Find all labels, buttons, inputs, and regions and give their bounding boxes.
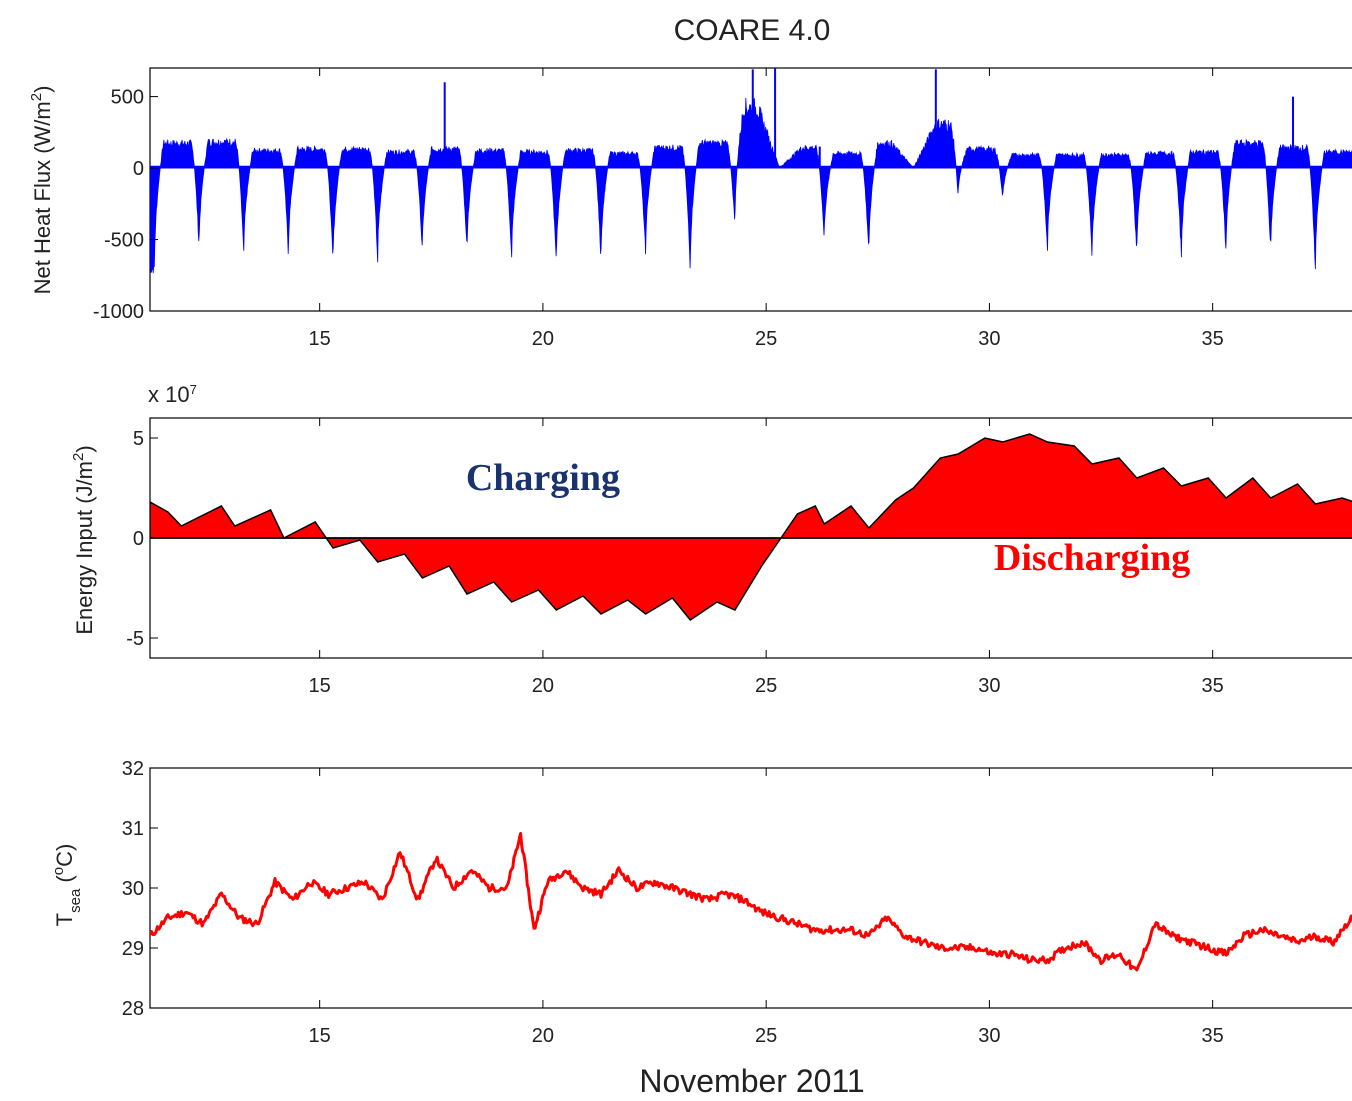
panel-net-heat-flux: 15 20 25 30 35 -1000 -500 0 500 Net Heat Flux (W…	[28, 67, 1352, 350]
tsea-ylabel-open: (	[52, 875, 77, 889]
energy-ticks: 15 20 25 30 35 -5 0 5	[126, 418, 1224, 697]
energy-area	[150, 433, 1352, 622]
energy-y-axis-label: Energy Input (J/m2)	[70, 445, 97, 634]
tsea-ticks: 15 20 25 30 35 28 29 30 31 32	[122, 758, 1224, 1047]
energy-x-tick-label: 15	[309, 675, 331, 697]
energy-x-tick-label: 25	[755, 675, 777, 697]
tsea-x-tick-label: 15	[309, 1025, 331, 1047]
flux-area	[150, 97, 1352, 274]
energy-ylabel-tail: )	[72, 445, 97, 452]
tsea-x-tick-label: 25	[755, 1025, 777, 1047]
flux-y-tick-label: 500	[111, 87, 144, 109]
energy-ylabel-sup: 2	[70, 453, 87, 461]
flux-x-tick-label: 15	[309, 328, 331, 350]
energy-multiplier-exp: 7	[190, 382, 197, 397]
energy-x-tick-label: 35	[1202, 675, 1224, 697]
tsea-y-tick-label: 29	[122, 938, 144, 960]
panel-energy-input: x 107 15 20 25 30 35 -5 0 5 Energy Input (J/m2)…	[70, 382, 1352, 697]
flux-y-tick-label: -500	[104, 230, 144, 252]
tsea-y-axis-label: Tsea (oC)	[50, 844, 84, 927]
tsea-series	[150, 832, 1352, 972]
tsea-ylabel-main: T	[52, 913, 77, 926]
tsea-y-tick-label: 28	[122, 998, 144, 1020]
x-axis-label: November 2011	[639, 1063, 864, 1099]
flux-x-tick-label: 35	[1202, 328, 1224, 350]
energy-y-tick-label: -5	[126, 628, 144, 650]
charging-annotation: Charging	[466, 457, 620, 499]
energy-y-tick-label: 5	[133, 428, 144, 450]
tsea-y-tick-label: 31	[122, 818, 144, 840]
energy-annotations: Charging Discharging	[466, 457, 1190, 579]
energy-y-tick-label: 0	[133, 528, 144, 550]
discharging-annotation: Discharging	[994, 537, 1190, 579]
plot-frame-tsea	[149, 767, 1352, 1009]
energy-multiplier-base: x 10	[148, 382, 190, 407]
panel-sea-temperature: 15 20 25 30 35 28 29 30 31 32 Tsea (oC)	[50, 758, 1352, 1047]
flux-ylabel-sup: 2	[28, 93, 45, 101]
flux-y-axis-label: Net Heat Flux (W/m2)	[28, 86, 55, 295]
tsea-x-tick-label: 35	[1202, 1025, 1224, 1047]
flux-x-tick-label: 25	[755, 328, 777, 350]
flux-x-tick-label: 30	[978, 328, 1000, 350]
flux-series	[150, 68, 1352, 274]
figure-title: COARE 4.0	[674, 14, 831, 47]
tsea-y-tick-label: 30	[122, 878, 144, 900]
energy-multiplier: x 107	[148, 382, 197, 407]
flux-x-tick-label: 20	[532, 328, 554, 350]
flux-ticks: 15 20 25 30 35 -1000 -500 0 500	[93, 68, 1224, 350]
tsea-ylabel-sup: o	[50, 867, 67, 875]
tsea-ylabel-tail: C)	[52, 844, 77, 867]
flux-ylabel-base: Net Heat Flux (W/m	[30, 101, 55, 294]
tsea-x-tick-label: 30	[978, 1025, 1000, 1047]
energy-x-tick-label: 30	[978, 675, 1000, 697]
energy-x-tick-label: 20	[532, 675, 554, 697]
flux-y-tick-label: -1000	[93, 301, 144, 323]
tsea-line	[150, 832, 1352, 972]
tsea-ylabel-sub: sea	[67, 888, 84, 913]
tsea-y-tick-label: 32	[122, 758, 144, 780]
tsea-x-tick-label: 20	[532, 1025, 554, 1047]
energy-ylabel-base: Energy Input (J/m	[72, 461, 97, 635]
flux-y-tick-label: 0	[133, 158, 144, 180]
energy-series	[150, 433, 1352, 622]
flux-ylabel-tail: )	[30, 86, 55, 93]
